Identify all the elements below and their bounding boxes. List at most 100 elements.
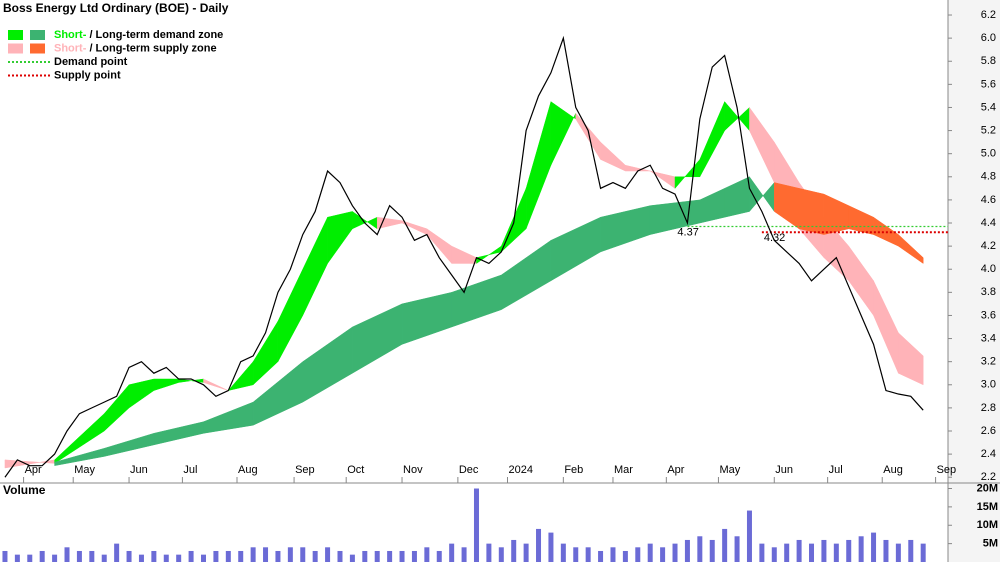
- volume-bar: [312, 550, 318, 562]
- price-line: [4, 35, 924, 478]
- volume-bar: [784, 543, 790, 562]
- legend-swatch: [8, 43, 23, 54]
- x-tick-label: Apr: [667, 464, 684, 476]
- y-tick-label: 15M: [977, 501, 998, 513]
- y-tick-label: 5.2: [981, 124, 996, 136]
- volume-bar: [52, 554, 58, 562]
- y-tick-label: 4.0: [981, 263, 996, 275]
- x-tick-label: Jul: [183, 464, 197, 476]
- volume-bar: [424, 547, 430, 562]
- x-tick-label: 2024: [509, 464, 533, 476]
- volume-bar: [238, 550, 244, 562]
- volume-bar: [387, 550, 393, 562]
- y-tick-label: 5M: [983, 538, 998, 550]
- volume-bar: [771, 547, 777, 562]
- axis-bg: [948, 0, 1000, 562]
- volume-bar: [871, 532, 877, 562]
- volume-title: Volume: [3, 483, 46, 497]
- x-tick-label: Mar: [614, 464, 633, 476]
- y-tick-label: 5.4: [981, 101, 996, 113]
- volume-bar: [536, 528, 542, 562]
- volume-bar: [200, 554, 206, 562]
- volume-bar: [833, 543, 839, 562]
- volume-bar: [374, 550, 380, 562]
- volume-bar: [647, 543, 653, 562]
- volume-bar: [895, 543, 901, 562]
- volume-bar: [275, 550, 281, 562]
- volume-bar: [163, 554, 169, 562]
- y-tick-label: 6.0: [981, 32, 996, 44]
- volume-bar: [486, 543, 492, 562]
- x-tick-label: Sep: [295, 464, 315, 476]
- volume-bar: [39, 550, 45, 562]
- y-tick-label: 2.2: [981, 471, 996, 483]
- volume-bar: [337, 550, 343, 562]
- y-tick-label: 4.2: [981, 240, 996, 252]
- volume-bar: [300, 547, 306, 562]
- plot-bg: [0, 0, 948, 562]
- volume-bar: [27, 554, 33, 562]
- zone-segment: [898, 332, 924, 386]
- volume-bar: [76, 550, 82, 562]
- y-tick-label: 2.6: [981, 425, 996, 437]
- legend-label: Demand point: [54, 56, 128, 68]
- supply-point-label: 4.32: [764, 232, 785, 244]
- volume-bar: [362, 550, 368, 562]
- volume-bar: [225, 550, 231, 562]
- volume-bar: [858, 536, 864, 562]
- x-tick-label: Dec: [459, 464, 479, 476]
- y-tick-label: 4.8: [981, 171, 996, 183]
- volume-bar: [176, 554, 182, 562]
- legend-text: / Long-term demand zone: [86, 29, 223, 41]
- y-tick-label: 10M: [977, 519, 998, 531]
- x-tick-label: Feb: [564, 464, 583, 476]
- legend-label: Supply point: [54, 69, 121, 81]
- y-tick-label: 3.4: [981, 332, 996, 344]
- volume-bar: [523, 543, 529, 562]
- volume-bar: [684, 539, 690, 562]
- volume-bar: [64, 547, 70, 562]
- y-tick-label: 3.8: [981, 286, 996, 298]
- volume-bar: [138, 554, 144, 562]
- volume-bar: [461, 547, 467, 562]
- volume-bar: [498, 547, 504, 562]
- y-tick-label: 4.4: [981, 217, 996, 229]
- legend-label: Short- / Long-term demand zone: [54, 29, 223, 41]
- zone-segment: [203, 378, 229, 391]
- volume-bar: [411, 550, 417, 562]
- legend-label: Short- / Long-term supply zone: [54, 42, 217, 54]
- volume-bar: [734, 536, 740, 562]
- legend-swatch: [30, 30, 45, 40]
- volume-bar: [436, 550, 442, 562]
- x-tick-label: Aug: [238, 464, 258, 476]
- y-tick-label: 5.6: [981, 78, 996, 90]
- x-tick-label: May: [74, 464, 95, 476]
- volume-bar: [473, 488, 479, 562]
- volume-bar: [287, 547, 293, 562]
- volume-bar: [325, 547, 331, 562]
- volume-bar: [101, 554, 107, 562]
- y-tick-label: 5.8: [981, 55, 996, 67]
- x-tick-label: Nov: [403, 464, 423, 476]
- volume-bar: [672, 543, 678, 562]
- legend-prefix: Short-: [54, 29, 87, 41]
- volume-bar: [821, 539, 827, 562]
- x-tick-label: Jul: [829, 464, 843, 476]
- volume-bar: [610, 547, 616, 562]
- volume-bar: [759, 543, 765, 562]
- volume-bar: [126, 550, 132, 562]
- volume-bar: [746, 510, 752, 562]
- zone-segment: [798, 188, 825, 235]
- y-tick-label: 2.8: [981, 402, 996, 414]
- y-tick-label: 6.2: [981, 9, 996, 21]
- volume-bar: [660, 547, 666, 562]
- volume-bar: [846, 539, 852, 562]
- volume-bar: [809, 543, 815, 562]
- volume-bar: [114, 543, 120, 562]
- volume-bar: [622, 550, 628, 562]
- volume-bar: [250, 547, 256, 562]
- y-tick-label: 4.6: [981, 194, 996, 206]
- volume-bar: [14, 554, 20, 562]
